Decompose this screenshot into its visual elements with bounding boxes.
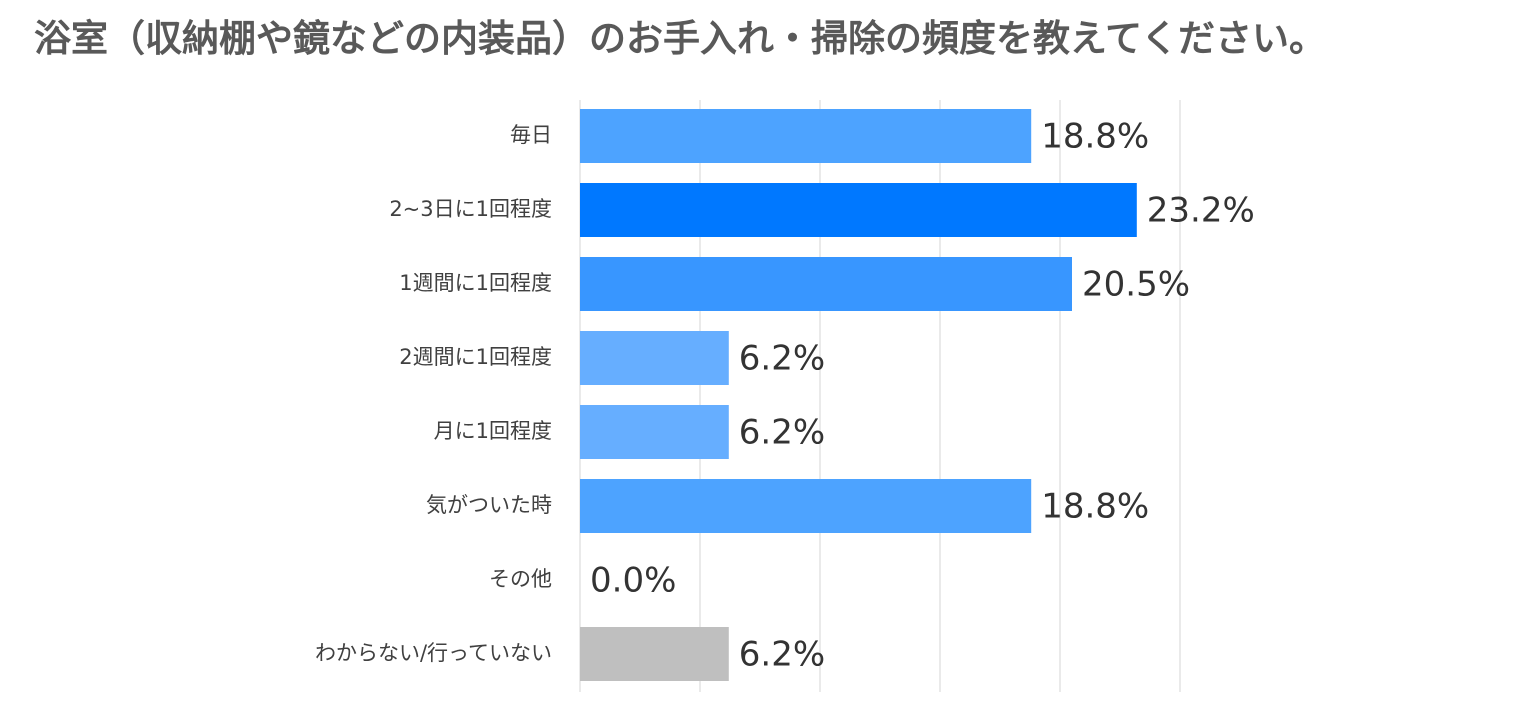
bars: [580, 109, 1137, 681]
category-label-3: 2週間に1回程度: [399, 345, 552, 369]
category-label-2: 1週間に1回程度: [399, 271, 552, 295]
bar-1: [580, 183, 1137, 237]
bar-5: [580, 479, 1032, 533]
bar-7: [580, 627, 729, 681]
value-label-6: 0.0%: [590, 561, 676, 601]
value-label-1: 23.2%: [1147, 191, 1255, 231]
category-label-1: 2~3日に1回程度: [389, 197, 552, 221]
bar-3: [580, 331, 729, 385]
value-label-7: 6.2%: [739, 635, 825, 675]
value-label-5: 18.8%: [1041, 487, 1149, 527]
value-label-2: 20.5%: [1082, 265, 1190, 305]
chart-title: 浴室（収納棚や鏡などの内装品）のお手入れ・掃除の頻度を教えてください。: [34, 17, 1327, 60]
bar-2: [580, 257, 1072, 311]
value-label-4: 6.2%: [739, 413, 825, 453]
category-label-0: 毎日: [510, 123, 552, 147]
value-labels: 18.8% 23.2% 20.5% 6.2% 6.2% 18.8% 0.0% 6.2%: [590, 117, 1255, 675]
value-label-0: 18.8%: [1041, 117, 1149, 157]
category-label-5: 気がついた時: [426, 493, 552, 517]
bar-4: [580, 405, 729, 459]
category-labels: 毎日 2~3日に1回程度 1週間に1回程度 2週間に1回程度月に1回程度気がついた時そ…: [315, 123, 552, 665]
category-label-6: その他: [489, 567, 552, 591]
value-label-3: 6.2%: [739, 339, 825, 379]
category-label-4: 月に1回程度: [434, 419, 552, 443]
category-label-7: わからない/行っていない: [315, 641, 552, 665]
bar-0: [580, 109, 1032, 163]
